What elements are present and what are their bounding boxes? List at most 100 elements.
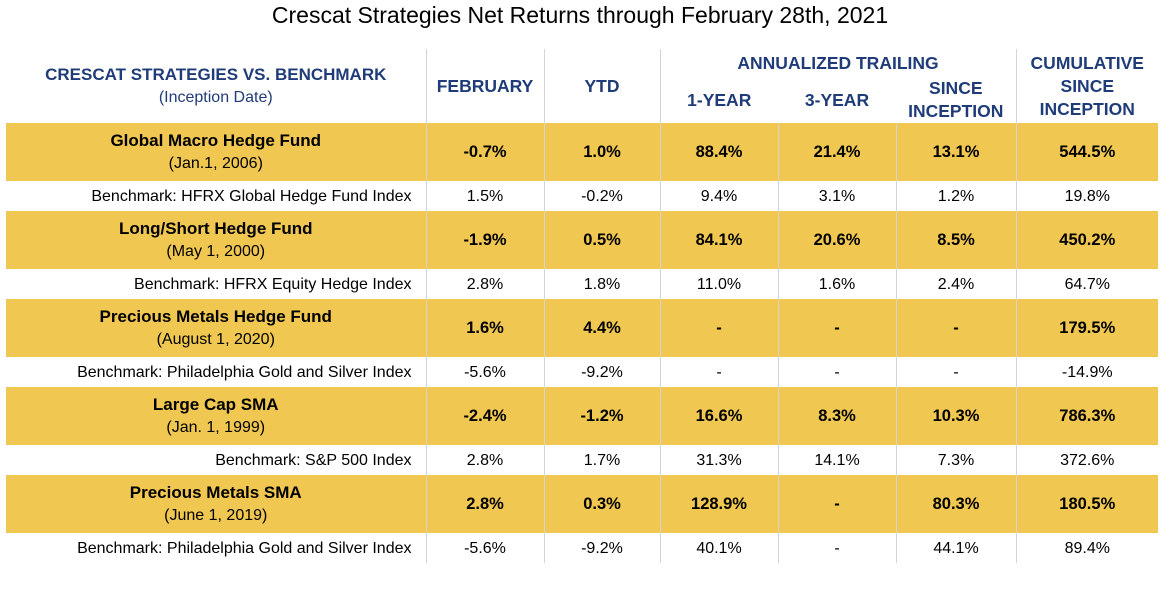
- returns-table: CRESCAT STRATEGIES VS. BENCHMARK (Incept…: [6, 49, 1159, 563]
- benchmark-name-cell: Benchmark: S&P 500 Index: [6, 445, 426, 475]
- benchmark-row: Benchmark: S&P 500 Index 2.8% 1.7% 31.3% 14.…: [6, 445, 1159, 475]
- value-cell-february: -0.7%: [425, 123, 544, 182]
- fund-name: Global Macro Hedge Fund: [110, 131, 322, 150]
- value-cell-february: 2.8%: [425, 475, 544, 534]
- fund-inception-date: (Jan. 1, 1999): [166, 419, 266, 436]
- fund-row: Precious Metals SMA (June 1, 2019) 2.8% 0.3…: [6, 475, 1159, 534]
- value-cell-since-inception: 80.3%: [895, 475, 1017, 534]
- header-since-inception-l2: INCEPTION: [908, 101, 1004, 121]
- header-3-year: 3-YEAR: [778, 77, 896, 123]
- header-cumulative-l1: CUMULATIVE: [1030, 52, 1144, 73]
- value-cell-3-year: 8.3%: [777, 387, 896, 446]
- value-cell-since-inception: 10.3%: [895, 387, 1017, 446]
- value-cell-1-year: 16.6%: [659, 387, 778, 446]
- value-cell-cumulative: -14.9%: [1015, 357, 1159, 387]
- header-strategies-title: CRESCAT STRATEGIES VS. BENCHMARK: [45, 65, 387, 84]
- value-cell-3-year: -: [777, 357, 896, 387]
- benchmark-row: Benchmark: Philadelphia Gold and Silver …: [6, 533, 1159, 563]
- fund-name: Long/Short Hedge Fund: [118, 219, 313, 238]
- value-cell-1-year: 88.4%: [659, 123, 778, 182]
- fund-inception-date: (May 1, 2000): [166, 243, 266, 260]
- value-cell-cumulative: 786.3%: [1015, 387, 1159, 446]
- value-cell-ytd: -0.2%: [543, 181, 660, 211]
- fund-inception-date: (August 1, 2020): [156, 331, 275, 348]
- header-strategies: CRESCAT STRATEGIES VS. BENCHMARK (Incept…: [6, 49, 426, 123]
- value-cell-1-year: 31.3%: [659, 445, 778, 475]
- value-cell-cumulative: 89.4%: [1015, 533, 1159, 563]
- header-february: FEBRUARY: [425, 49, 544, 123]
- value-cell-cumulative: 544.5%: [1015, 123, 1159, 182]
- value-cell-february: -5.6%: [425, 357, 544, 387]
- value-cell-cumulative: 64.7%: [1015, 269, 1159, 299]
- fund-row: Precious Metals Hedge Fund (August 1, 202…: [6, 299, 1159, 358]
- value-cell-cumulative: 372.6%: [1015, 445, 1159, 475]
- value-cell-ytd: 0.5%: [543, 211, 660, 270]
- value-cell-february: -2.4%: [425, 387, 544, 446]
- header-since-inception-l1: SINCE: [929, 78, 983, 98]
- value-cell-1-year: -: [659, 299, 778, 358]
- value-cell-1-year: 11.0%: [659, 269, 778, 299]
- value-cell-february: 1.6%: [425, 299, 544, 358]
- value-cell-cumulative: 19.8%: [1015, 181, 1159, 211]
- header-1-year-label: 1-YEAR: [687, 89, 752, 110]
- fund-row: Long/Short Hedge Fund (May 1, 2000) -1.9% 0…: [6, 211, 1159, 270]
- value-cell-since-inception: 2.4%: [895, 269, 1017, 299]
- fund-row: Global Macro Hedge Fund (Jan.1, 2006) -0.7…: [6, 123, 1159, 182]
- fund-inception-date: (Jan.1, 2006): [168, 155, 263, 172]
- value-cell-february: -1.9%: [425, 211, 544, 270]
- value-cell-since-inception: -: [895, 299, 1017, 358]
- value-cell-since-inception: 13.1%: [895, 123, 1017, 182]
- value-cell-cumulative: 179.5%: [1015, 299, 1159, 358]
- value-cell-1-year: 40.1%: [659, 533, 778, 563]
- header-cumulative-l3: INCEPTION: [1039, 98, 1135, 119]
- table-body: Global Macro Hedge Fund (Jan.1, 2006) -0.7…: [6, 123, 1159, 563]
- value-cell-3-year: -: [777, 299, 896, 358]
- header-cumulative: CUMULATIVE SINCE INCEPTION: [1015, 49, 1159, 123]
- fund-name-cell: Precious Metals Hedge Fund (August 1, 202…: [6, 299, 426, 358]
- fund-name-cell: Precious Metals SMA (June 1, 2019): [6, 475, 426, 534]
- fund-inception-date: (June 1, 2019): [164, 507, 268, 524]
- benchmark-name-cell: Benchmark: Philadelphia Gold and Silver …: [6, 533, 426, 563]
- header-since-inception: SINCE INCEPTION: [896, 77, 1017, 123]
- value-cell-1-year: 84.1%: [659, 211, 778, 270]
- value-cell-3-year: 14.1%: [777, 445, 896, 475]
- benchmark-name-cell: Benchmark: HFRX Global Hedge Fund Index: [6, 181, 426, 211]
- value-cell-february: 2.8%: [425, 269, 544, 299]
- value-cell-february: 2.8%: [425, 445, 544, 475]
- chart-title: Crescat Strategies Net Returns through F…: [271, 2, 889, 28]
- value-cell-3-year: -: [777, 475, 896, 534]
- header-1-year: 1-YEAR: [659, 77, 778, 123]
- value-cell-1-year: 9.4%: [659, 181, 778, 211]
- value-cell-cumulative: 450.2%: [1015, 211, 1159, 270]
- benchmark-row: Benchmark: HFRX Global Hedge Fund Index 1…: [6, 181, 1159, 211]
- fund-name: Large Cap SMA: [152, 395, 279, 414]
- header-3-year-label: 3-YEAR: [804, 89, 870, 110]
- benchmark-name-cell: Benchmark: HFRX Equity Hedge Index: [6, 269, 426, 299]
- value-cell-1-year: -: [659, 357, 778, 387]
- header-annualized-trailing: ANNUALIZED TRAILING: [659, 49, 1017, 77]
- fund-name: Precious Metals Hedge Fund: [99, 307, 332, 326]
- value-cell-february: 1.5%: [425, 181, 544, 211]
- benchmark-row: Benchmark: Philadelphia Gold and Silver …: [6, 357, 1159, 387]
- fund-name-cell: Large Cap SMA (Jan. 1, 1999): [6, 387, 426, 446]
- value-cell-3-year: 21.4%: [777, 123, 896, 182]
- fund-name-cell: Long/Short Hedge Fund (May 1, 2000): [6, 211, 426, 270]
- header-strategies-sub: (Inception Date): [158, 89, 273, 106]
- value-cell-ytd: 1.0%: [543, 123, 660, 182]
- value-cell-since-inception: 1.2%: [895, 181, 1017, 211]
- value-cell-1-year: 128.9%: [659, 475, 778, 534]
- value-cell-3-year: -: [777, 533, 896, 563]
- value-cell-ytd: -1.2%: [543, 387, 660, 446]
- fund-name-cell: Global Macro Hedge Fund (Jan.1, 2006): [6, 123, 426, 182]
- value-cell-ytd: -9.2%: [543, 533, 660, 563]
- value-cell-ytd: -9.2%: [543, 357, 660, 387]
- value-cell-3-year: 20.6%: [777, 211, 896, 270]
- benchmark-row: Benchmark: HFRX Equity Hedge Index 2.8% 1.…: [6, 269, 1159, 299]
- value-cell-ytd: 0.3%: [543, 475, 660, 534]
- header-cumulative-l2: SINCE: [1060, 75, 1114, 96]
- value-cell-since-inception: 44.1%: [895, 533, 1017, 563]
- value-cell-ytd: 1.7%: [543, 445, 660, 475]
- value-cell-since-inception: 7.3%: [895, 445, 1017, 475]
- value-cell-3-year: 1.6%: [777, 269, 896, 299]
- value-cell-cumulative: 180.5%: [1015, 475, 1159, 534]
